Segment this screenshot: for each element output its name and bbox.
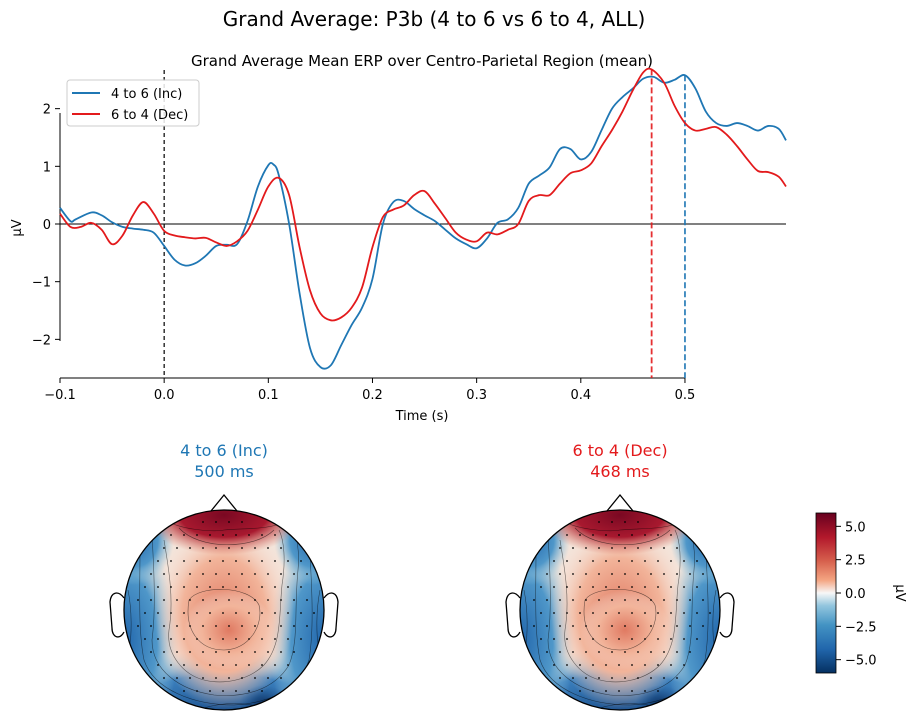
y-tick-label: −2: [32, 333, 51, 348]
topomap-dec: 6 to 4 (Dec) 468 ms: [505, 441, 735, 711]
x-tick-label: 0.4: [570, 388, 591, 403]
x-tick-label: 0.5: [675, 388, 696, 403]
colorbar-tick-label: −2.5: [845, 620, 877, 635]
series-line-dec: [59, 67, 787, 322]
x-tick-label: 0.1: [258, 388, 279, 403]
plot-area: [59, 67, 787, 378]
legend-label-dec: 6 to 4 (Dec): [111, 108, 188, 123]
colorbar-label: µV: [892, 584, 907, 601]
colorbar-tick-label: −5.0: [845, 654, 877, 669]
x-axis-label: Time (s): [395, 409, 449, 424]
topomap-dec-time: 468 ms: [590, 462, 650, 481]
x-tick-label: 0.2: [362, 388, 383, 403]
colorbar-tick-label: 2.5: [845, 554, 866, 569]
erp-title: Grand Average Mean ERP over Centro-Parie…: [191, 52, 653, 70]
y-axis-label: µV: [10, 219, 25, 236]
topomap-inc-field: [124, 510, 324, 710]
legend-label-inc: 4 to 6 (Inc): [111, 87, 182, 102]
topomap-dec-field: [520, 510, 720, 710]
x-tick-label: −0.1: [44, 388, 76, 403]
head-outline-inc: [109, 493, 339, 711]
colorbar-gradient: [815, 512, 837, 674]
y-ticks: −2 −1 0 1 2: [32, 103, 60, 348]
y-tick-label: 0: [43, 218, 51, 233]
topomap-inc: 4 to 6 (Inc) 500 ms: [109, 441, 339, 711]
head-outline-dec: [505, 493, 735, 711]
x-tick-label: 0.3: [466, 388, 487, 403]
x-ticks: −0.1 0.0 0.1 0.2 0.3 0.4 0.5: [44, 378, 695, 403]
y-tick-label: 2: [43, 103, 51, 118]
legend: 4 to 6 (Inc) 6 to 4 (Dec): [66, 79, 200, 127]
topomap-dec-title: 6 to 4 (Dec): [572, 441, 667, 460]
figure-suptitle: Grand Average: P3b (4 to 6 vs 6 to 4, AL…: [223, 7, 646, 31]
y-tick-label: −1: [32, 276, 51, 291]
x-tick-label: 0.0: [154, 388, 175, 403]
topomap-inc-time: 500 ms: [194, 462, 254, 481]
colorbar-tick-label: 0.0: [845, 587, 866, 602]
erp-axes: Grand Average Mean ERP over Centro-Parie…: [10, 52, 787, 424]
y-tick-label: 1: [43, 160, 51, 175]
colorbar: 5.0 2.5 0.0 −2.5 −5.0 µV: [815, 512, 907, 674]
colorbar-ticks: 5.0 2.5 0.0 −2.5 −5.0: [836, 520, 877, 669]
colorbar-tick-label: 5.0: [845, 520, 866, 535]
topomap-inc-title: 4 to 6 (Inc): [180, 441, 268, 460]
